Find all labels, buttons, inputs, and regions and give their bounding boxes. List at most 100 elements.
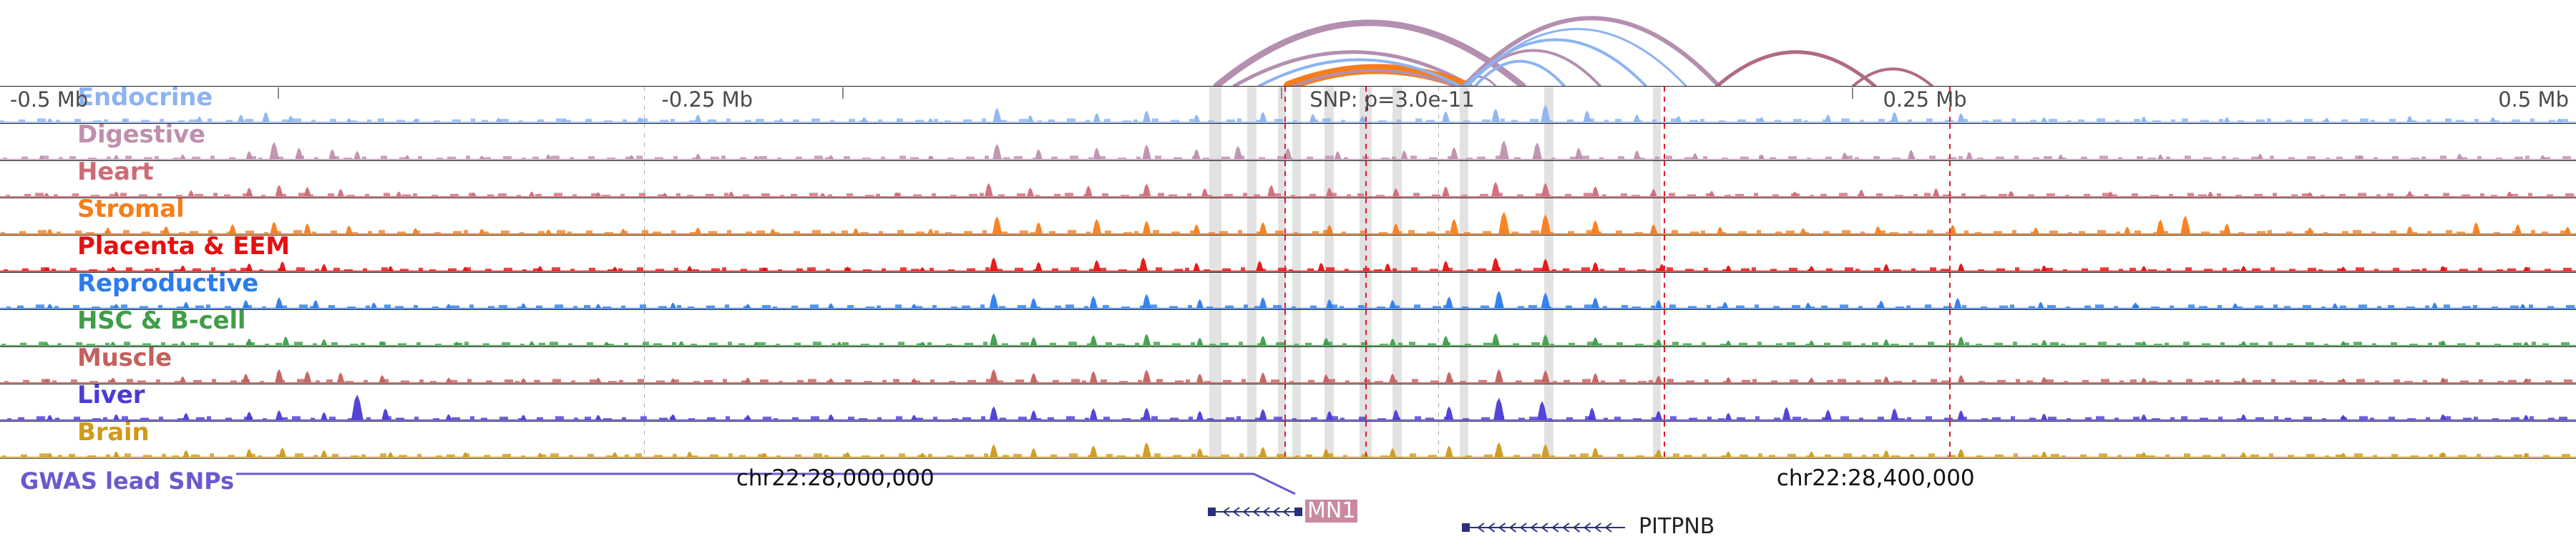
snp-marker-line (1949, 198, 1951, 235)
signal-track[interactable]: Endocrine (0, 87, 2576, 124)
axis-guide-line (644, 87, 645, 123)
axis-guide-line (644, 347, 645, 384)
regulatory-element-band (1292, 124, 1301, 160)
regulatory-element-band (1278, 235, 1286, 272)
snp-marker-line (1284, 310, 1287, 346)
regulatory-element-band (1247, 422, 1257, 458)
regulatory-element-band (1653, 384, 1661, 421)
snp-marker-line (1664, 347, 1666, 384)
snp-marker-line (1284, 273, 1287, 309)
regulatory-element-band (1278, 161, 1286, 198)
regulatory-element-band (1653, 273, 1661, 309)
regulatory-element-band (1278, 273, 1286, 309)
axis-guide-line (1438, 124, 1440, 160)
signal-track[interactable]: Placenta & EEM (0, 235, 2576, 273)
signal-track[interactable]: Digestive (0, 124, 2576, 161)
snp-marker-line (1664, 198, 1666, 235)
regulatory-element-band (1460, 235, 1468, 272)
regulatory-element-band (1292, 87, 1301, 123)
signal-track[interactable]: HSC & B-cell (0, 310, 2576, 347)
regulatory-element-band (1247, 161, 1257, 198)
track-signal-waveform (0, 422, 2576, 458)
snp-marker-line (1284, 198, 1287, 235)
snp-marker-line (1284, 124, 1287, 160)
bottom-annotation-panel: GWAS lead SNPs chr22:28,000,000 chr22:28,… (0, 458, 2576, 539)
signal-track[interactable]: Liver (0, 384, 2576, 422)
regulatory-element-band (1460, 87, 1468, 123)
regulatory-element-band (1392, 124, 1402, 160)
signal-track[interactable]: Stromal (0, 198, 2576, 235)
axis-guide-line (644, 310, 645, 346)
signal-track[interactable]: Muscle (0, 347, 2576, 384)
gene-model[interactable] (1208, 502, 1302, 521)
regulatory-element-band (1247, 235, 1257, 272)
signal-track[interactable]: Brain (0, 422, 2576, 459)
regulatory-element-band (1324, 310, 1334, 346)
axis-guide-line (1438, 235, 1440, 272)
snp-marker-line (1365, 235, 1367, 272)
snp-marker-line (1664, 422, 1666, 458)
loop-arc (1292, 69, 1457, 86)
regulatory-element-band (1324, 273, 1334, 309)
axis-guide-line (1438, 198, 1440, 235)
regulatory-element-band (1544, 124, 1553, 160)
track-signal-waveform (0, 87, 2576, 123)
regulatory-element-band (1209, 422, 1221, 458)
axis-guide-line (1438, 422, 1440, 458)
gene-name-label[interactable]: PITPNB (1639, 514, 1715, 539)
regulatory-element-band (1544, 384, 1553, 421)
axis-guide-line (1438, 87, 1440, 123)
regulatory-element-band (1324, 235, 1334, 272)
regulatory-element-band (1247, 124, 1257, 160)
snp-marker-line (1284, 161, 1287, 198)
regulatory-element-band (1278, 422, 1286, 458)
genomic-coordinate-label: chr22:28,000,000 (736, 465, 935, 491)
regulatory-element-band (1324, 198, 1334, 235)
regulatory-element-band (1460, 161, 1468, 198)
snp-marker-line (1365, 273, 1367, 309)
regulatory-element-band (1247, 273, 1257, 309)
snp-marker-line (1664, 87, 1666, 123)
regulatory-element-band (1324, 124, 1334, 160)
regulatory-element-band (1653, 310, 1661, 346)
snp-marker-line (1664, 124, 1666, 160)
regulatory-element-band (1247, 347, 1257, 384)
regulatory-element-band (1392, 235, 1402, 272)
regulatory-element-band (1653, 422, 1661, 458)
axis-guide-line (644, 161, 645, 198)
signal-track[interactable]: Heart (0, 161, 2576, 198)
loop-arc (1467, 27, 1687, 86)
regulatory-element-band (1247, 310, 1257, 346)
loop-arc (1258, 58, 1461, 86)
loop-arc (1715, 50, 1877, 86)
regulatory-element-band (1209, 384, 1221, 421)
track-signal-waveform (0, 347, 2576, 384)
axis-guide-line (1438, 384, 1440, 421)
regulatory-element-band (1292, 347, 1301, 384)
track-signal-waveform (0, 310, 2576, 346)
regulatory-element-band (1292, 161, 1301, 198)
snp-marker-line (1365, 161, 1367, 198)
snp-marker-line (1365, 422, 1367, 458)
loop-arc (1462, 16, 1721, 86)
track-signal-waveform (0, 198, 2576, 235)
snp-marker-line (1664, 273, 1666, 309)
regulatory-element-band (1460, 422, 1468, 458)
loop-arc (1474, 59, 1566, 86)
axis-guide-line (644, 273, 645, 309)
signal-tracks-container: Endocrine Digestive Heart Stromal Placenta &… (0, 86, 2576, 459)
snp-marker-line (1284, 422, 1287, 458)
regulatory-element-band (1292, 273, 1301, 309)
regulatory-element-band (1278, 310, 1286, 346)
regulatory-element-band (1209, 161, 1221, 198)
regulatory-element-band (1247, 384, 1257, 421)
gene-name-label[interactable]: MN1 (1305, 500, 1358, 523)
snp-marker-line (1365, 347, 1367, 384)
loop-arc (1213, 19, 1526, 86)
axis-guide-line (1438, 161, 1440, 198)
gene-model[interactable] (1462, 518, 1625, 537)
signal-track[interactable]: Reproductive (0, 273, 2576, 310)
regulatory-element-band (1292, 310, 1301, 346)
snp-marker-line (1365, 384, 1367, 421)
chromatin-loop-arcs-panel (0, 0, 2576, 86)
